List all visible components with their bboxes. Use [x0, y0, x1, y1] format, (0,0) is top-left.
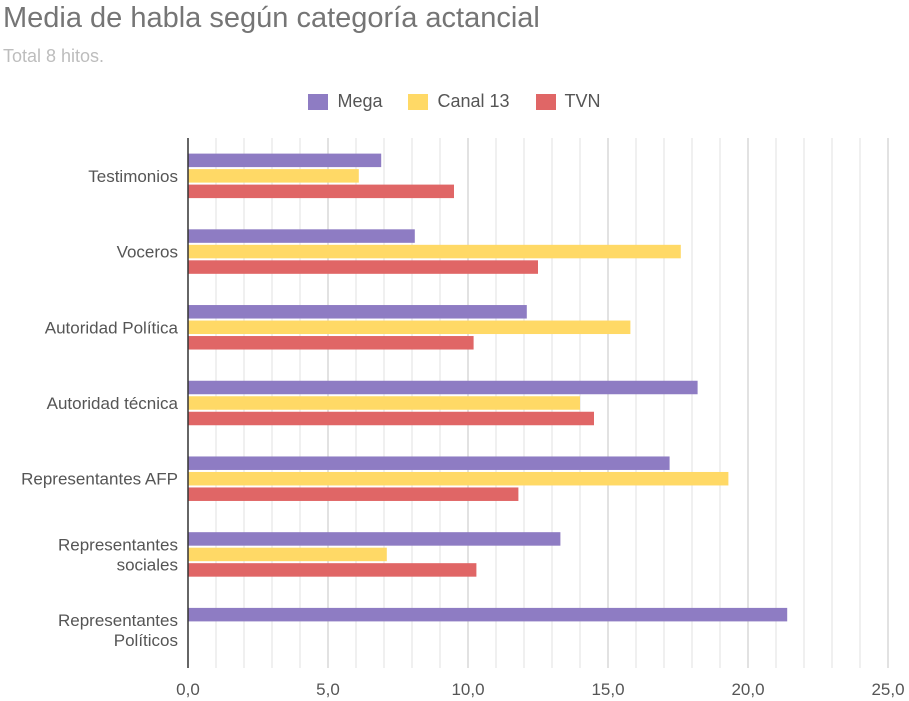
- category-labels: Testimonios Voceros Autoridad Política Auto…: [21, 167, 178, 650]
- legend: Mega Canal 13 TVN: [0, 91, 909, 112]
- bar-mega-5[interactable]: [188, 532, 561, 546]
- bar-mega-2[interactable]: [188, 305, 527, 319]
- legend-item-tvn[interactable]: TVN: [535, 91, 601, 112]
- chart-title: Media de habla según categoría actancial: [3, 2, 540, 34]
- bar-canal13-2[interactable]: [188, 320, 631, 335]
- legend-label-canal13: Canal 13: [437, 91, 510, 111]
- x-tick-label: 0,0: [176, 680, 200, 699]
- bar-tvn-2[interactable]: [188, 336, 474, 350]
- bar-mega-1[interactable]: [188, 229, 415, 243]
- category-label: Representantes: [58, 535, 178, 554]
- x-tick-labels: 0,0 5,0 10,0 15,0 20,0 25,0: [176, 680, 904, 699]
- bar-tvn-4[interactable]: [188, 487, 519, 501]
- category-label: Voceros: [117, 243, 178, 262]
- gridlines: [187, 138, 889, 668]
- bar-mega-6[interactable]: [188, 607, 788, 622]
- legend-swatch-tvn: [535, 93, 556, 110]
- category-label: Autoridad técnica: [47, 394, 179, 413]
- bar-canal13-1[interactable]: [188, 244, 681, 259]
- bar-mega-0[interactable]: [188, 153, 382, 168]
- bars: [188, 153, 788, 622]
- legend-label-mega: Mega: [337, 91, 383, 111]
- category-label: Políticos: [114, 631, 178, 650]
- bar-tvn-1[interactable]: [188, 260, 538, 274]
- x-tick-label: 10,0: [451, 680, 484, 699]
- category-label: Representantes AFP: [21, 470, 178, 489]
- category-label: sociales: [117, 555, 178, 574]
- category-label: Testimonios: [88, 167, 178, 186]
- bar-canal13-4[interactable]: [188, 471, 729, 486]
- legend-swatch-canal13: [408, 93, 429, 110]
- legend-item-mega[interactable]: Mega: [308, 91, 382, 112]
- bar-mega-4[interactable]: [188, 456, 670, 470]
- legend-item-canal13[interactable]: Canal 13: [408, 91, 510, 112]
- x-tick-label: 20,0: [731, 680, 764, 699]
- bar-canal13-0[interactable]: [188, 169, 359, 183]
- bar-canal13-5[interactable]: [188, 547, 387, 562]
- legend-label-tvn: TVN: [564, 91, 601, 111]
- bar-tvn-0[interactable]: [188, 184, 454, 199]
- bar-tvn-3[interactable]: [188, 411, 594, 426]
- bar-canal13-3[interactable]: [188, 396, 580, 410]
- category-label: Autoridad Política: [45, 318, 179, 337]
- x-tick-label: 25,0: [871, 680, 904, 699]
- legend-swatch-mega: [308, 93, 329, 110]
- x-tick-label: 15,0: [591, 680, 624, 699]
- bar-tvn-5[interactable]: [188, 563, 477, 577]
- chart-subtitle: Total 8 hitos.: [3, 46, 105, 66]
- bar-mega-3[interactable]: [188, 380, 698, 395]
- x-tick-label: 5,0: [316, 680, 340, 699]
- category-label: Representantes: [58, 611, 178, 630]
